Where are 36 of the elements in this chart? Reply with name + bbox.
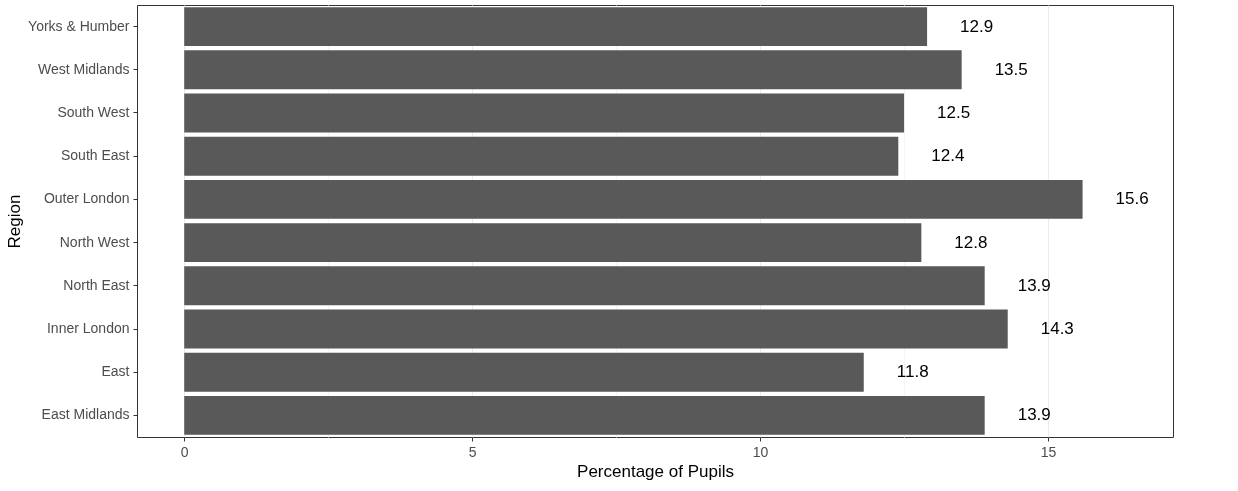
bar [184,93,905,133]
x-tick-label: 10 [752,443,769,460]
data-label: 12.8 [954,232,988,252]
y-tick-label: North West [59,233,130,250]
x-axis-title: Percentage of Pupils [577,461,734,481]
data-label: 13.5 [994,59,1028,79]
y-axis-title: Region [5,194,25,249]
data-label: 13.9 [1017,405,1051,425]
bar [184,395,985,435]
y-tick-label: Inner London [46,320,130,336]
y-tick-label: North East [63,276,130,293]
y-tick-label: Yorks & Humber [28,17,130,34]
bar [184,50,962,90]
data-label: 15.6 [1115,189,1149,209]
data-label: 12.5 [937,103,971,122]
bar [184,179,1083,219]
y-tick-label: South East [61,147,130,164]
x-tick-label: 15 [1040,443,1057,460]
data-label: 14.3 [1040,319,1074,338]
data-label: 11.8 [896,362,929,382]
y-tick-label: West Midlands [37,60,130,77]
y-tick-label: East Midlands [41,406,130,423]
bar [184,352,864,392]
y-tick-label: East [101,363,130,380]
data-label: 12.4 [931,146,965,166]
x-tick-label: 0 [180,443,189,460]
bar [184,309,1008,349]
y-tick-label: Outer London [43,190,130,207]
bar [184,223,922,263]
x-tick-label: 5 [468,443,477,460]
data-label: 13.9 [1017,275,1051,295]
bar [184,136,899,176]
bar [184,7,928,47]
data-label: 12.9 [960,16,994,36]
y-tick-label: South West [57,104,130,120]
bar [184,266,985,306]
